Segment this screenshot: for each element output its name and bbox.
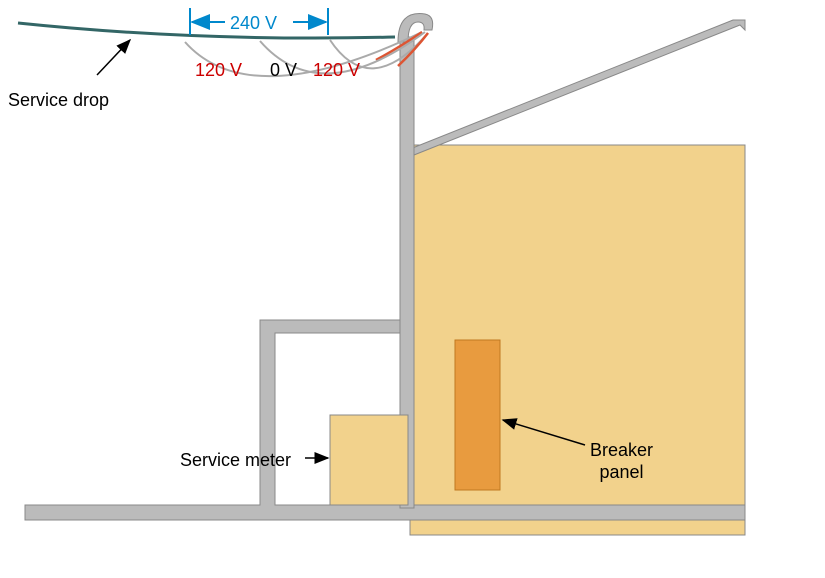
breaker-panel <box>455 340 500 490</box>
center-voltage-label: 0 V <box>270 60 297 81</box>
breaker-panel-label: Breakerpanel <box>590 440 653 483</box>
diagram-svg <box>0 0 825 578</box>
service-drop-label: Service drop <box>8 90 109 111</box>
left-voltage-label: 120 V <box>195 60 242 81</box>
arrow-service-drop <box>97 40 130 75</box>
service-meter-label: Service meter <box>180 450 291 471</box>
right-voltage-label: 120 V <box>313 60 360 81</box>
service-cable <box>18 23 395 38</box>
total-voltage-label: 240 V <box>230 13 277 34</box>
service-meter <box>330 415 408 505</box>
